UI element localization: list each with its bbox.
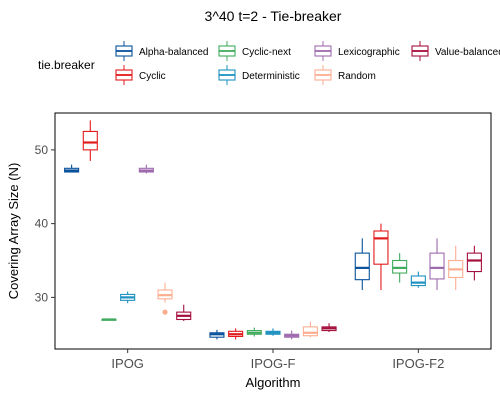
x-tick-label: IPOG-F [251,356,296,371]
legend: Alpha-balanced Cyclic Cyclic-next Determini… [115,41,500,85]
box [302,326,318,337]
legend-item: Deterministic [218,65,300,85]
chart-marks [64,120,482,340]
y-tick-label: 50 [35,143,49,157]
y-tick-label: 40 [35,217,49,231]
outlier-point [162,309,168,315]
series-group [64,164,370,340]
series-group [120,271,426,336]
legend-label: Cyclic [139,71,166,82]
x-tick-label: IPOG [111,356,144,371]
box [410,275,426,287]
legend-item: Value-balanced [411,41,500,61]
series-group [176,245,482,333]
box [82,130,98,151]
x-tick-label: IPOG-F2 [392,356,444,371]
box [429,252,445,280]
legend-label: Random [338,71,376,82]
series-group [82,120,389,340]
legend-item: Cyclic-next [218,41,291,61]
chart-title: 3^40 t=2 - Tie-breaker [205,8,342,24]
box [354,252,370,281]
legend-label: Lexicographic [338,47,400,58]
legend-item: Random [314,65,376,85]
legend-title: tie.breaker [38,58,95,72]
legend-item: Alpha-balanced [115,41,209,61]
legend-label: Cyclic-next [242,47,291,58]
box [466,252,482,273]
x-axis-label: Algorithm [246,375,301,390]
legend-label: Value-balanced [435,47,500,58]
box [392,259,408,274]
series-group [157,245,464,338]
axis-ticks: 30 40 50 IPOG IPOG-F IPOG-F2 [35,143,445,371]
y-tick-label: 30 [35,290,49,304]
series-group [101,253,408,337]
box [373,230,389,265]
legend-item: Lexicographic [314,41,400,61]
legend-item: Cyclic [115,65,166,85]
y-axis-label: Covering Array Size (N) [6,163,21,300]
plot-panel [54,112,492,350]
legend-label: Alpha-balanced [139,47,209,58]
legend-label: Deterministic [242,71,300,82]
series-group [138,164,445,340]
